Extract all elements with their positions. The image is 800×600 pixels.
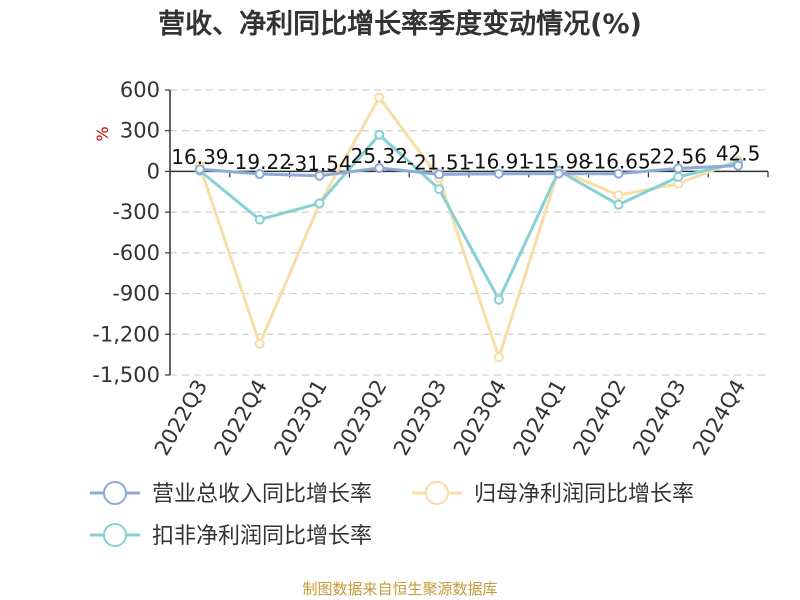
legend-marker-0 [103, 481, 127, 505]
data-label-4: -21.51 [407, 150, 471, 174]
series-0-point-3 [374, 162, 385, 173]
series-line-0 [199, 164, 739, 178]
x-tick-label-5: 2023Q4 [449, 376, 511, 460]
y-tick-label-5: -900 [112, 282, 160, 306]
series-0-point-8 [673, 163, 684, 174]
x-tick-label-4: 2023Q3 [389, 375, 451, 459]
y-tick-label-0: 600 [120, 78, 160, 102]
series-2-point-7 [613, 199, 624, 210]
series-2-point-3 [374, 129, 385, 140]
series-0-point-2 [314, 170, 325, 181]
series-2-point-5 [493, 294, 504, 305]
x-tick-label-1: 2022Q4 [210, 376, 272, 460]
series-1-point-7 [613, 190, 624, 201]
series-0-point-4 [434, 169, 445, 180]
y-tick-label-1: 300 [120, 119, 160, 143]
legend-label-2: 扣非净利润同比增长率 [152, 524, 372, 549]
series-layer [194, 92, 744, 363]
axes: 6003000-300-600-900-1,200-1,5002022Q3202… [92, 78, 769, 460]
legend-label-0: 营业总收入同比增长率 [152, 482, 372, 507]
series-0-point-0 [194, 164, 205, 175]
series-1-point-1 [254, 338, 265, 349]
y-tick-label-2: 0 [147, 159, 160, 183]
y-tick-label-4: -600 [112, 241, 160, 265]
x-tick-label-7: 2024Q2 [568, 376, 630, 460]
y-tick-label-6: -1,200 [92, 322, 160, 346]
x-tick-label-2: 2023Q1 [269, 376, 331, 460]
legend-item-2[interactable]: 扣非净利润同比增长率 [90, 523, 372, 549]
legend-item-1[interactable]: 归母净利润同比增长率 [412, 481, 694, 507]
series-2-point-8 [673, 171, 684, 182]
data-label-6: -15.98 [526, 150, 590, 174]
legend-marker-1 [425, 481, 449, 505]
series-0-point-7 [613, 168, 624, 179]
chart-title: 营收、净利同比增长率季度变动情况(%) [158, 8, 642, 40]
y-tick-label-3: -300 [112, 200, 160, 224]
data-labels: 16.39-19.22-31.5425.32-21.51-16.91-15.98… [171, 142, 760, 176]
legend-item-0[interactable]: 营业总收入同比增长率 [90, 481, 372, 507]
series-2-point-1 [254, 214, 265, 225]
series-1-point-5 [493, 352, 504, 363]
series-2-point-4 [434, 184, 445, 195]
legend-label-1: 归母净利润同比增长率 [474, 482, 694, 507]
x-tick-label-8: 2024Q3 [628, 376, 690, 460]
x-tick-label-0: 2022Q3 [150, 376, 212, 460]
x-tick-label-9: 2024Q4 [688, 376, 750, 460]
data-label-2: -31.54 [287, 152, 351, 176]
series-2-point-2 [314, 198, 325, 209]
series-1-point-3 [374, 92, 385, 103]
data-label-5: -16.91 [467, 150, 531, 174]
series-0-point-9 [733, 160, 744, 171]
gridlines [170, 89, 768, 376]
series-line-2 [198, 133, 739, 302]
data-label-9: 42.5 [716, 142, 761, 166]
data-label-7: -16.65 [586, 150, 650, 174]
series-0-point-6 [553, 168, 564, 179]
y-axis-unit: % [93, 126, 112, 141]
data-label-3: 25.32 [351, 144, 408, 168]
x-tick-label-3: 2023Q2 [329, 376, 391, 460]
x-tick-label-6: 2024Q1 [509, 376, 571, 460]
series-0-point-5 [493, 168, 504, 179]
legend-marker-2 [103, 523, 127, 547]
series-0-point-1 [254, 169, 265, 180]
source-note: 制图数据来自恒生聚源数据库 [302, 580, 497, 598]
data-label-1: -19.22 [227, 150, 291, 174]
y-tick-label-7: -1,500 [92, 363, 160, 387]
data-label-0: 16.39 [171, 145, 228, 169]
data-label-8: 22.56 [650, 144, 707, 168]
series-line-1 [198, 95, 739, 359]
